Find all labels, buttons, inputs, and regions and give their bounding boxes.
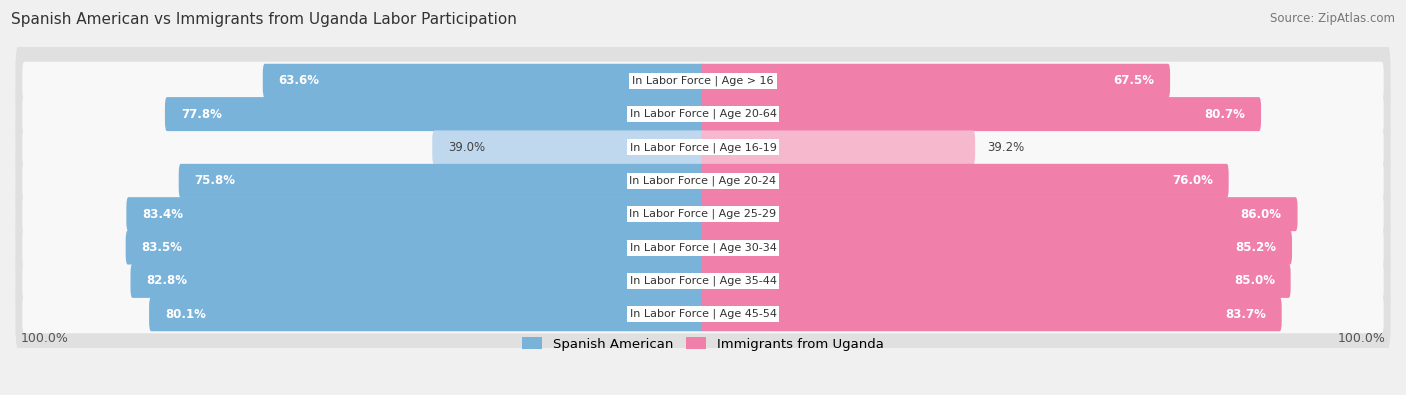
FancyBboxPatch shape — [127, 197, 704, 231]
FancyBboxPatch shape — [22, 262, 1384, 300]
FancyBboxPatch shape — [15, 75, 1391, 153]
Text: 77.8%: 77.8% — [181, 107, 222, 120]
FancyBboxPatch shape — [15, 175, 1391, 253]
Text: 82.8%: 82.8% — [146, 275, 187, 288]
Text: 80.1%: 80.1% — [165, 308, 205, 321]
FancyBboxPatch shape — [131, 264, 704, 298]
FancyBboxPatch shape — [263, 64, 704, 98]
FancyBboxPatch shape — [22, 95, 1384, 133]
FancyBboxPatch shape — [179, 164, 704, 198]
FancyBboxPatch shape — [702, 264, 1291, 298]
Text: 75.8%: 75.8% — [194, 174, 236, 187]
FancyBboxPatch shape — [22, 195, 1384, 233]
FancyBboxPatch shape — [165, 97, 704, 131]
Text: 83.7%: 83.7% — [1225, 308, 1265, 321]
Text: In Labor Force | Age 45-54: In Labor Force | Age 45-54 — [630, 309, 776, 320]
FancyBboxPatch shape — [15, 42, 1391, 119]
FancyBboxPatch shape — [702, 64, 1170, 98]
Text: 76.0%: 76.0% — [1173, 174, 1213, 187]
Text: In Labor Force | Age 20-64: In Labor Force | Age 20-64 — [630, 109, 776, 119]
Text: In Labor Force | Age 35-44: In Labor Force | Age 35-44 — [630, 276, 776, 286]
FancyBboxPatch shape — [22, 128, 1384, 166]
FancyBboxPatch shape — [149, 297, 704, 331]
FancyBboxPatch shape — [702, 97, 1261, 131]
Text: 63.6%: 63.6% — [278, 74, 319, 87]
FancyBboxPatch shape — [432, 130, 704, 164]
Text: In Labor Force | Age 16-19: In Labor Force | Age 16-19 — [630, 142, 776, 153]
Text: 85.2%: 85.2% — [1236, 241, 1277, 254]
FancyBboxPatch shape — [15, 276, 1391, 353]
Text: In Labor Force | Age 30-34: In Labor Force | Age 30-34 — [630, 242, 776, 253]
Text: In Labor Force | Age > 16: In Labor Force | Age > 16 — [633, 75, 773, 86]
Text: 100.0%: 100.0% — [21, 332, 69, 345]
FancyBboxPatch shape — [702, 231, 1292, 265]
FancyBboxPatch shape — [15, 242, 1391, 320]
Text: 80.7%: 80.7% — [1205, 107, 1246, 120]
Text: In Labor Force | Age 25-29: In Labor Force | Age 25-29 — [630, 209, 776, 220]
FancyBboxPatch shape — [15, 142, 1391, 220]
FancyBboxPatch shape — [702, 164, 1229, 198]
FancyBboxPatch shape — [125, 231, 704, 265]
Text: 67.5%: 67.5% — [1114, 74, 1154, 87]
FancyBboxPatch shape — [702, 197, 1298, 231]
Text: 83.5%: 83.5% — [142, 241, 183, 254]
FancyBboxPatch shape — [15, 109, 1391, 186]
FancyBboxPatch shape — [22, 229, 1384, 267]
Text: 39.2%: 39.2% — [987, 141, 1024, 154]
Text: 100.0%: 100.0% — [1337, 332, 1385, 345]
FancyBboxPatch shape — [15, 209, 1391, 286]
Text: In Labor Force | Age 20-24: In Labor Force | Age 20-24 — [630, 175, 776, 186]
FancyBboxPatch shape — [702, 130, 976, 164]
Legend: Spanish American, Immigrants from Uganda: Spanish American, Immigrants from Uganda — [517, 332, 889, 356]
FancyBboxPatch shape — [22, 162, 1384, 200]
FancyBboxPatch shape — [22, 295, 1384, 333]
Text: 85.0%: 85.0% — [1234, 275, 1275, 288]
Text: Source: ZipAtlas.com: Source: ZipAtlas.com — [1270, 12, 1395, 25]
Text: Spanish American vs Immigrants from Uganda Labor Participation: Spanish American vs Immigrants from Ugan… — [11, 12, 517, 27]
Text: 39.0%: 39.0% — [449, 141, 485, 154]
Text: 83.4%: 83.4% — [142, 208, 183, 221]
Text: 86.0%: 86.0% — [1240, 208, 1282, 221]
FancyBboxPatch shape — [22, 62, 1384, 100]
FancyBboxPatch shape — [702, 297, 1282, 331]
